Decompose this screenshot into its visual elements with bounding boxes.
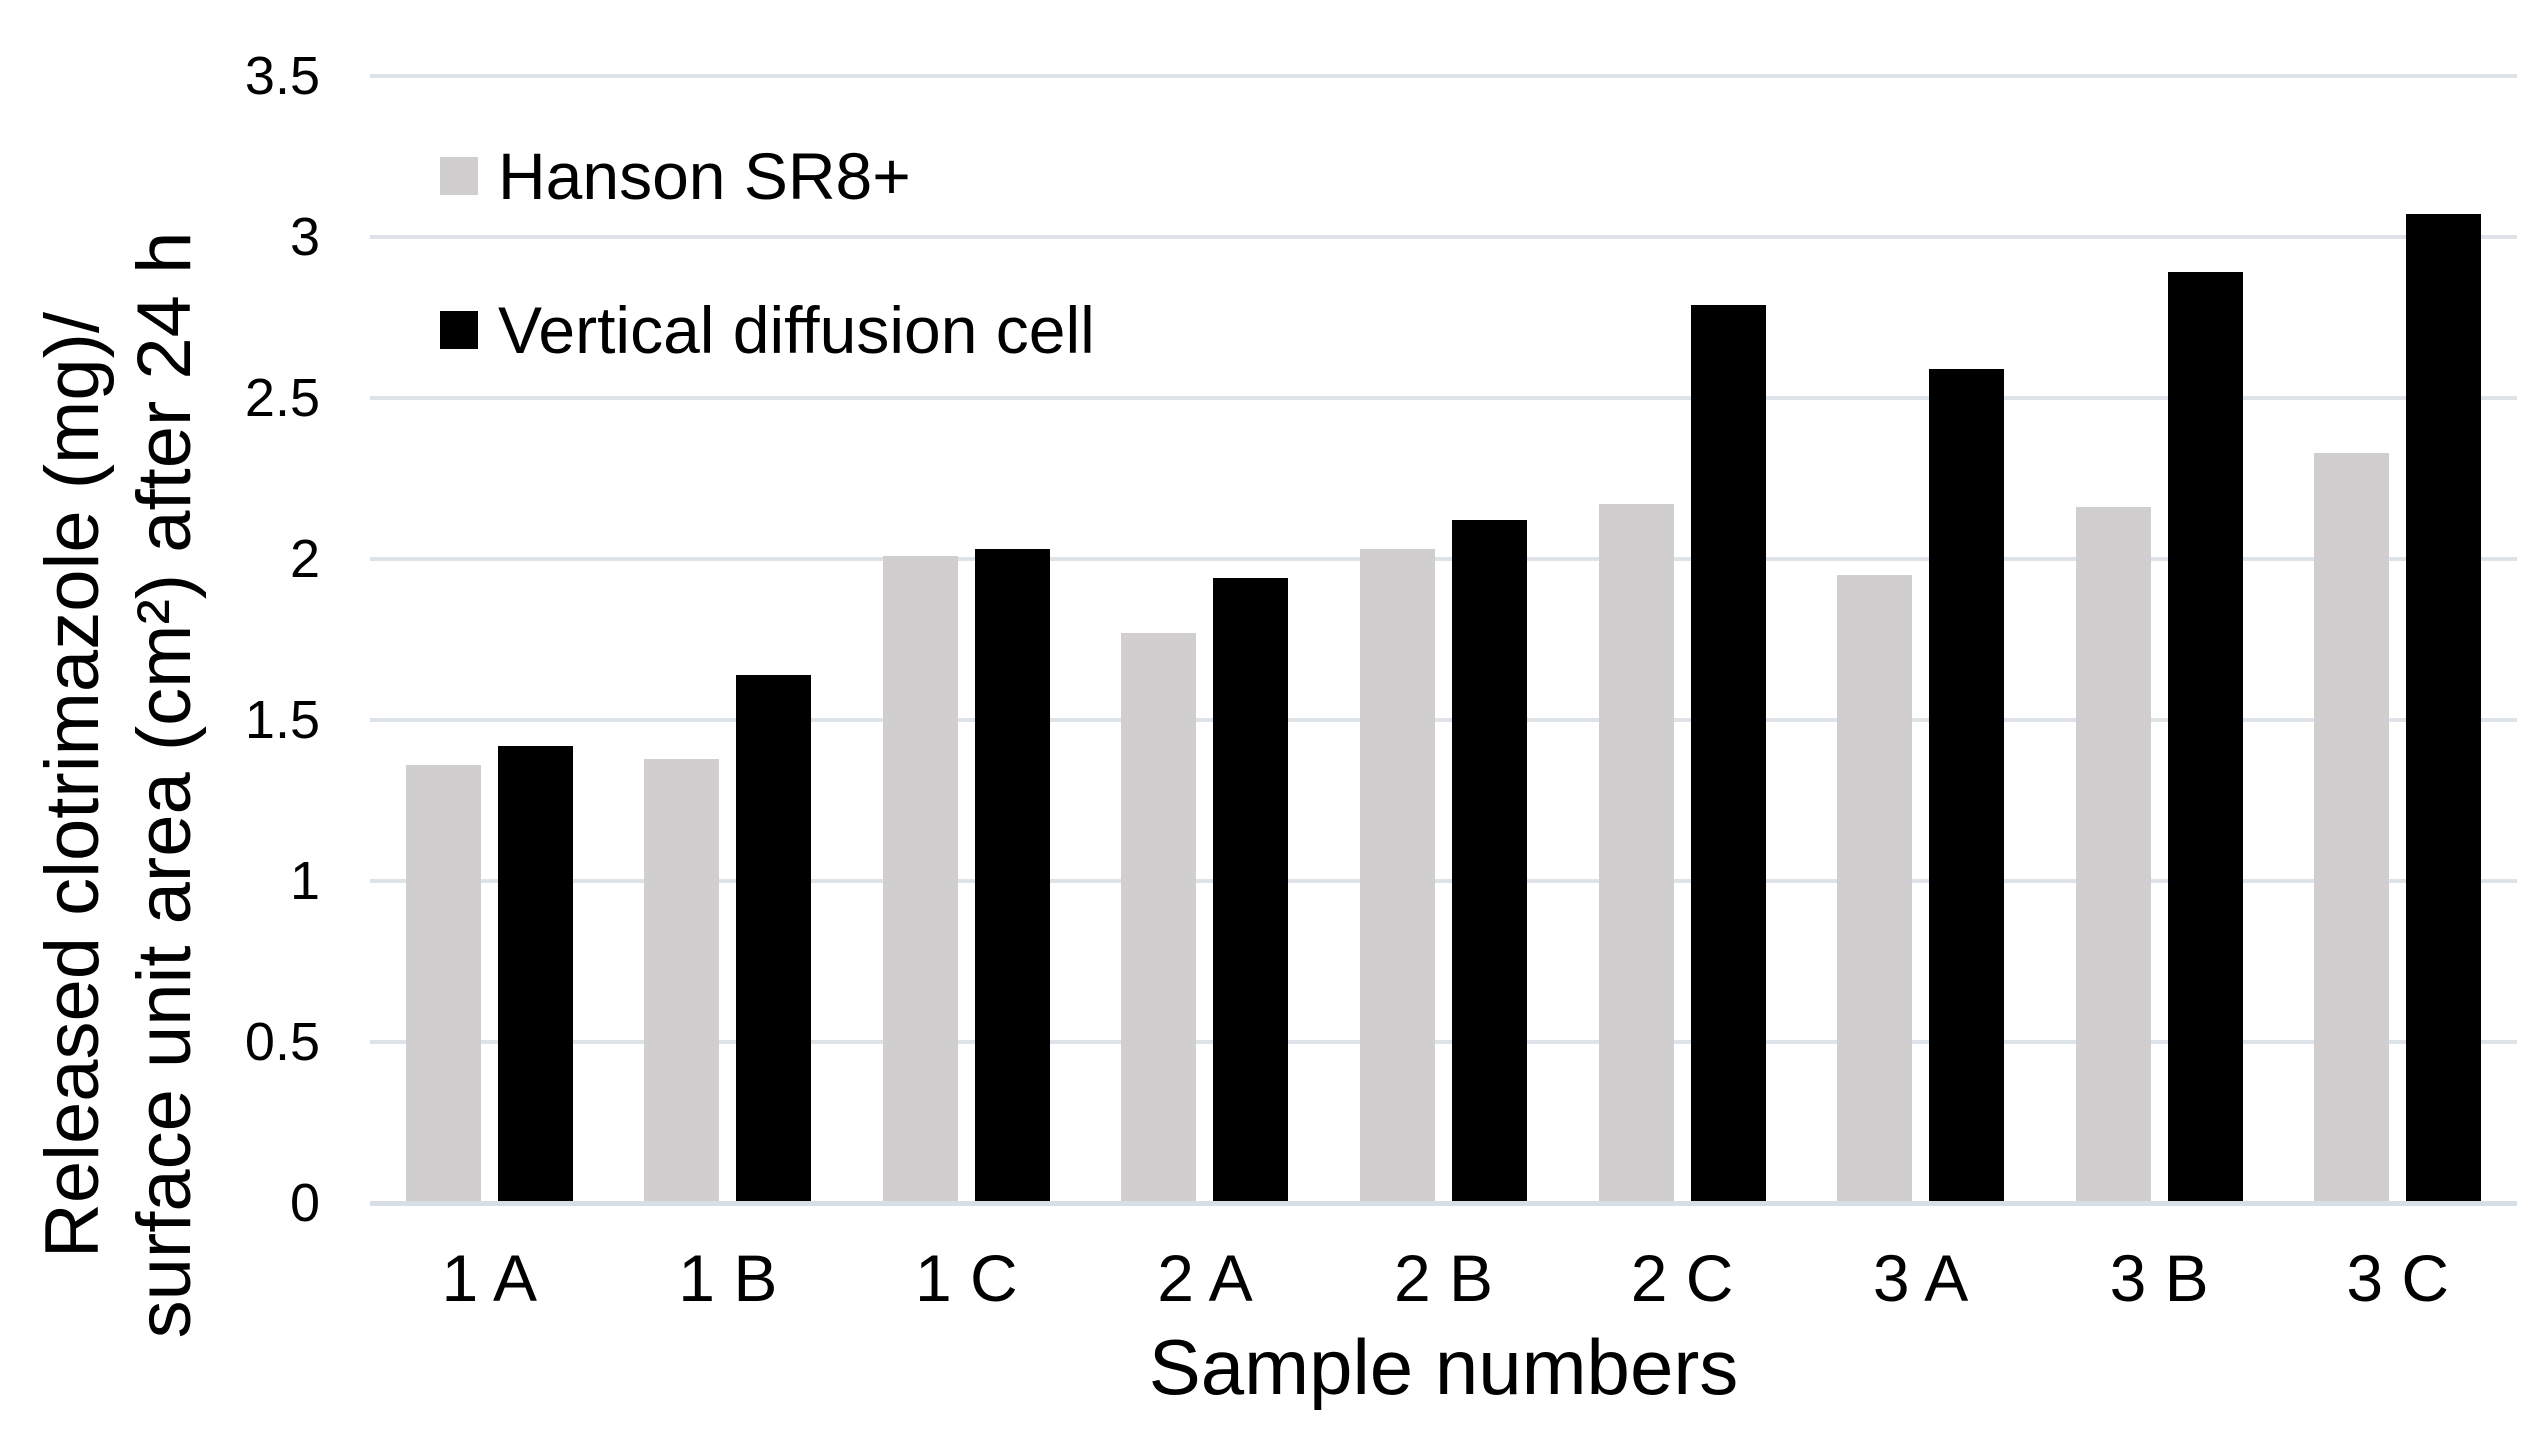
x-category-label-2C: 2 C [1630, 1241, 1734, 1315]
legend-label-vertical-diffusion-cell: Vertical diffusion cell [498, 293, 1095, 367]
y-tick-label-3.5: 3.5 [244, 46, 320, 106]
y-tick-label-1: 1 [289, 851, 320, 911]
bar-1C-hanson-sr8 [882, 555, 958, 1203]
gridline-y-1.5 [370, 718, 2517, 722]
y-tick-label-0: 0 [289, 1173, 320, 1233]
legend-marker-vertical-diffusion-cell-icon [440, 311, 478, 349]
x-axis-line [370, 1201, 2517, 1206]
bar-2A-vertical-diffusion-cell [1213, 578, 1289, 1203]
bar-2B-hanson-sr8 [1360, 549, 1435, 1203]
bar-3C-hanson-sr8 [2314, 452, 2390, 1203]
x-category-label-1B: 1 B [678, 1241, 778, 1315]
bar-3C-vertical-diffusion-cell [2406, 214, 2482, 1203]
legend-marker-hanson-sr8-icon [440, 157, 478, 195]
legend-item-vertical-diffusion-cell: Vertical diffusion cell [440, 292, 1095, 368]
y-tick-label-0.5: 0.5 [244, 1012, 320, 1072]
gridline-y-3.5 [370, 74, 2517, 78]
legend-item-hanson-sr8: Hanson SR8+ [440, 138, 911, 214]
bar-2B-vertical-diffusion-cell [1452, 520, 1527, 1203]
bar-2C-vertical-diffusion-cell [1690, 304, 1766, 1203]
x-category-label-3A: 3 A [1872, 1241, 1969, 1315]
y-tick-label-2.5: 2.5 [244, 368, 320, 428]
bar-3A-hanson-sr8 [1837, 575, 1913, 1203]
bar-1B-vertical-diffusion-cell [736, 674, 812, 1203]
gridline-y-1 [370, 879, 2517, 883]
x-category-label-2A: 2 A [1157, 1241, 1253, 1315]
gridline-y-3 [370, 235, 2517, 239]
x-category-label-3C: 3 C [2346, 1241, 2450, 1315]
x-category-label-2B: 2 B [1393, 1241, 1494, 1315]
plot-area [370, 74, 2517, 1203]
gridline-y-2 [370, 557, 2517, 561]
x-category-label-1A: 1 A [441, 1241, 537, 1315]
y-tick-label-2: 2 [289, 529, 320, 589]
bar-1A-hanson-sr8 [405, 765, 481, 1203]
bar-1B-hanson-sr8 [644, 758, 720, 1203]
x-category-label-1C: 1 C [915, 1241, 1018, 1315]
bar-1A-vertical-diffusion-cell [497, 745, 573, 1203]
bar-3A-vertical-diffusion-cell [1929, 369, 2005, 1203]
gridline-y-2.5 [370, 396, 2517, 400]
y-tick-label-3: 3 [289, 207, 320, 267]
bar-1C-vertical-diffusion-cell [974, 549, 1050, 1203]
bar-3B-vertical-diffusion-cell [2167, 272, 2243, 1203]
bar-2A-hanson-sr8 [1121, 633, 1197, 1203]
x-axis-title: Sample numbers [1148, 1323, 1739, 1411]
bar-3B-hanson-sr8 [2075, 507, 2151, 1203]
x-category-label-3B: 3 B [2109, 1241, 2209, 1315]
legend-label-hanson-sr8: Hanson SR8+ [498, 139, 911, 213]
bar-2C-hanson-sr8 [1598, 504, 1674, 1203]
y-tick-label-1.5: 1.5 [244, 690, 320, 750]
gridline-y-0.5 [370, 1040, 2517, 1044]
